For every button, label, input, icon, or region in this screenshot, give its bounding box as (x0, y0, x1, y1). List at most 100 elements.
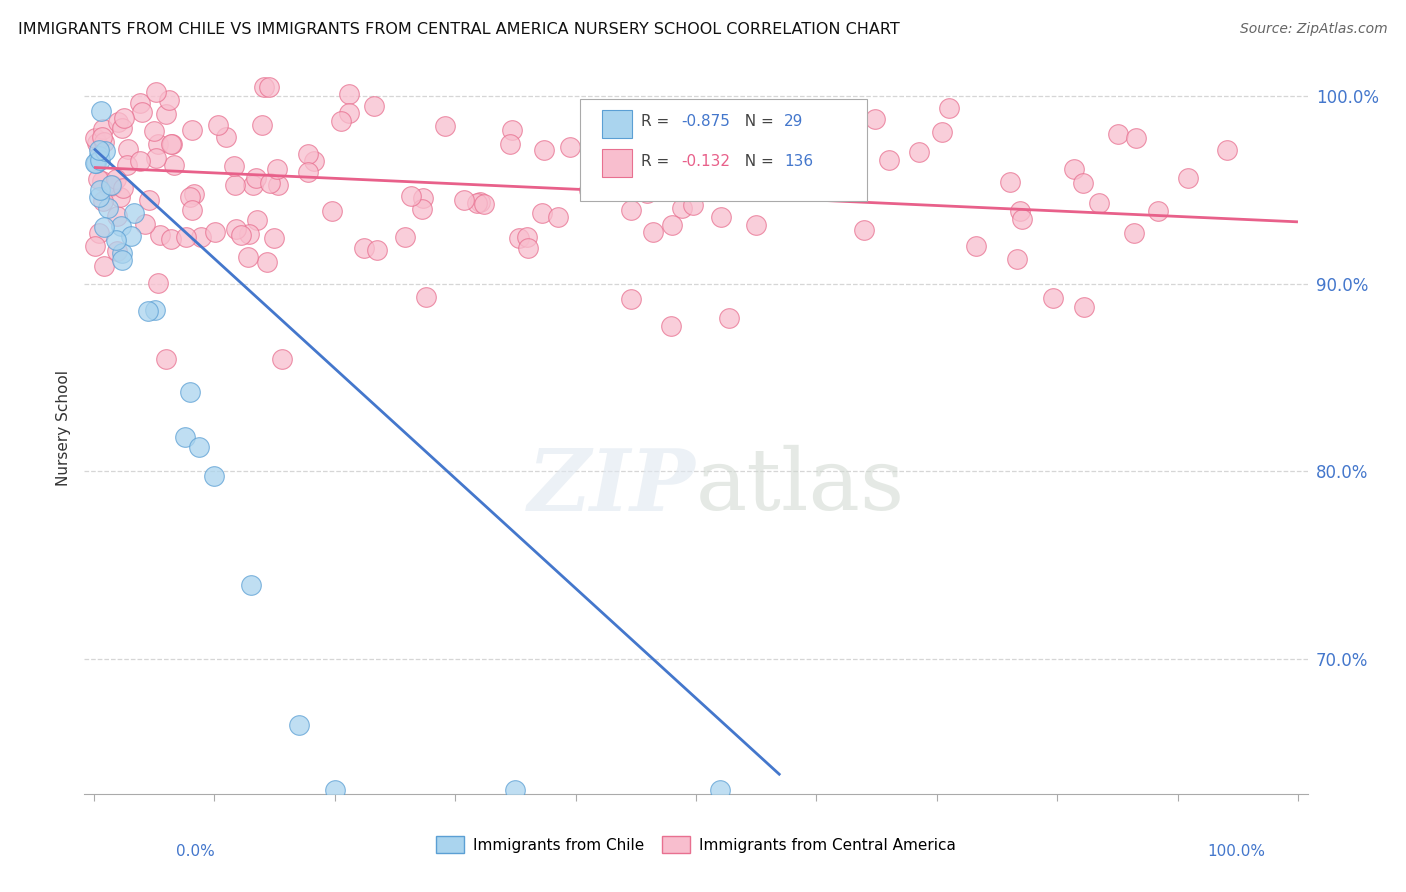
Point (470, 194, 492, 209)
Point (207, 118, 229, 132)
Point (709, 210, 731, 224)
Point (938, 101, 960, 115)
Point (641, 225, 664, 239)
Point (501, 123, 523, 137)
Point (105, 209, 128, 223)
Point (128, 153, 150, 168)
Point (155, 107, 177, 121)
Point (609, 162, 631, 177)
Point (190, 230, 212, 244)
Point (581, 154, 603, 169)
Text: N =: N = (735, 114, 779, 129)
Point (93, 259, 115, 273)
Point (531, 206, 554, 220)
Point (100, 178, 122, 192)
Point (329, 113, 352, 128)
Text: 0.0%: 0.0% (176, 845, 215, 859)
Point (661, 219, 683, 233)
Point (117, 143, 139, 157)
Point (107, 115, 129, 129)
Point (104, 172, 127, 186)
Point (245, 171, 267, 186)
Point (86, 136, 108, 150)
Point (110, 219, 132, 234)
Point (160, 136, 183, 151)
Point (682, 197, 704, 211)
Point (143, 124, 166, 138)
Point (453, 194, 475, 208)
Point (1073, 176, 1095, 190)
Point (709, 783, 731, 797)
Point (865, 112, 887, 126)
Point (173, 430, 195, 444)
Point (411, 202, 433, 217)
Point (1011, 211, 1033, 226)
Point (84, 156, 107, 170)
Point (93, 220, 115, 235)
Point (131, 105, 153, 120)
Point (229, 227, 252, 242)
Y-axis label: Nursery School: Nursery School (56, 370, 72, 486)
Point (84, 239, 107, 253)
Point (266, 161, 288, 176)
Point (415, 290, 437, 304)
Point (1216, 144, 1239, 158)
Point (90, 129, 112, 144)
Point (128, 96, 150, 111)
Point (183, 187, 205, 202)
Point (287, 718, 309, 732)
Point (108, 189, 131, 203)
Point (120, 229, 142, 244)
Point (87, 148, 110, 162)
Point (931, 125, 953, 139)
Point (146, 276, 169, 290)
Point (90, 104, 112, 119)
Point (242, 178, 264, 192)
Point (122, 206, 145, 220)
Point (179, 190, 201, 204)
Point (250, 118, 273, 132)
Bar (602, 110, 633, 137)
Point (1063, 161, 1085, 176)
Point (111, 121, 134, 136)
Point (853, 223, 876, 237)
Text: -0.132: -0.132 (682, 153, 730, 169)
Point (100, 178, 122, 192)
Point (93, 194, 115, 208)
Point (515, 230, 537, 244)
Point (434, 119, 457, 133)
Legend: Immigrants from Chile, Immigrants from Central America: Immigrants from Chile, Immigrants from C… (430, 830, 962, 859)
Point (717, 310, 740, 325)
Point (907, 145, 929, 159)
Point (112, 111, 135, 125)
Point (508, 231, 530, 245)
Point (1147, 204, 1170, 219)
Text: 100.0%: 100.0% (1208, 845, 1265, 859)
Point (181, 203, 204, 218)
Point (547, 210, 569, 224)
Point (89, 153, 111, 168)
Point (157, 93, 180, 107)
Point (111, 246, 134, 260)
Point (558, 140, 581, 154)
Point (87, 172, 110, 186)
Point (744, 218, 766, 232)
Point (97, 201, 120, 215)
Point (181, 123, 204, 137)
Point (877, 153, 900, 167)
Point (117, 158, 139, 172)
Point (252, 79, 274, 94)
Point (111, 253, 134, 268)
Text: 29: 29 (785, 114, 803, 129)
Point (239, 578, 262, 592)
Point (659, 318, 682, 333)
Point (297, 147, 319, 161)
Point (323, 783, 346, 797)
Point (337, 105, 360, 120)
Point (998, 175, 1021, 189)
Point (84, 131, 107, 145)
Point (89, 183, 111, 197)
Text: IMMIGRANTS FROM CHILE VS IMMIGRANTS FROM CENTRAL AMERICA NURSERY SCHOOL CORRELAT: IMMIGRANTS FROM CHILE VS IMMIGRANTS FROM… (18, 22, 900, 37)
Text: -0.875: -0.875 (682, 114, 730, 129)
Point (533, 143, 555, 157)
